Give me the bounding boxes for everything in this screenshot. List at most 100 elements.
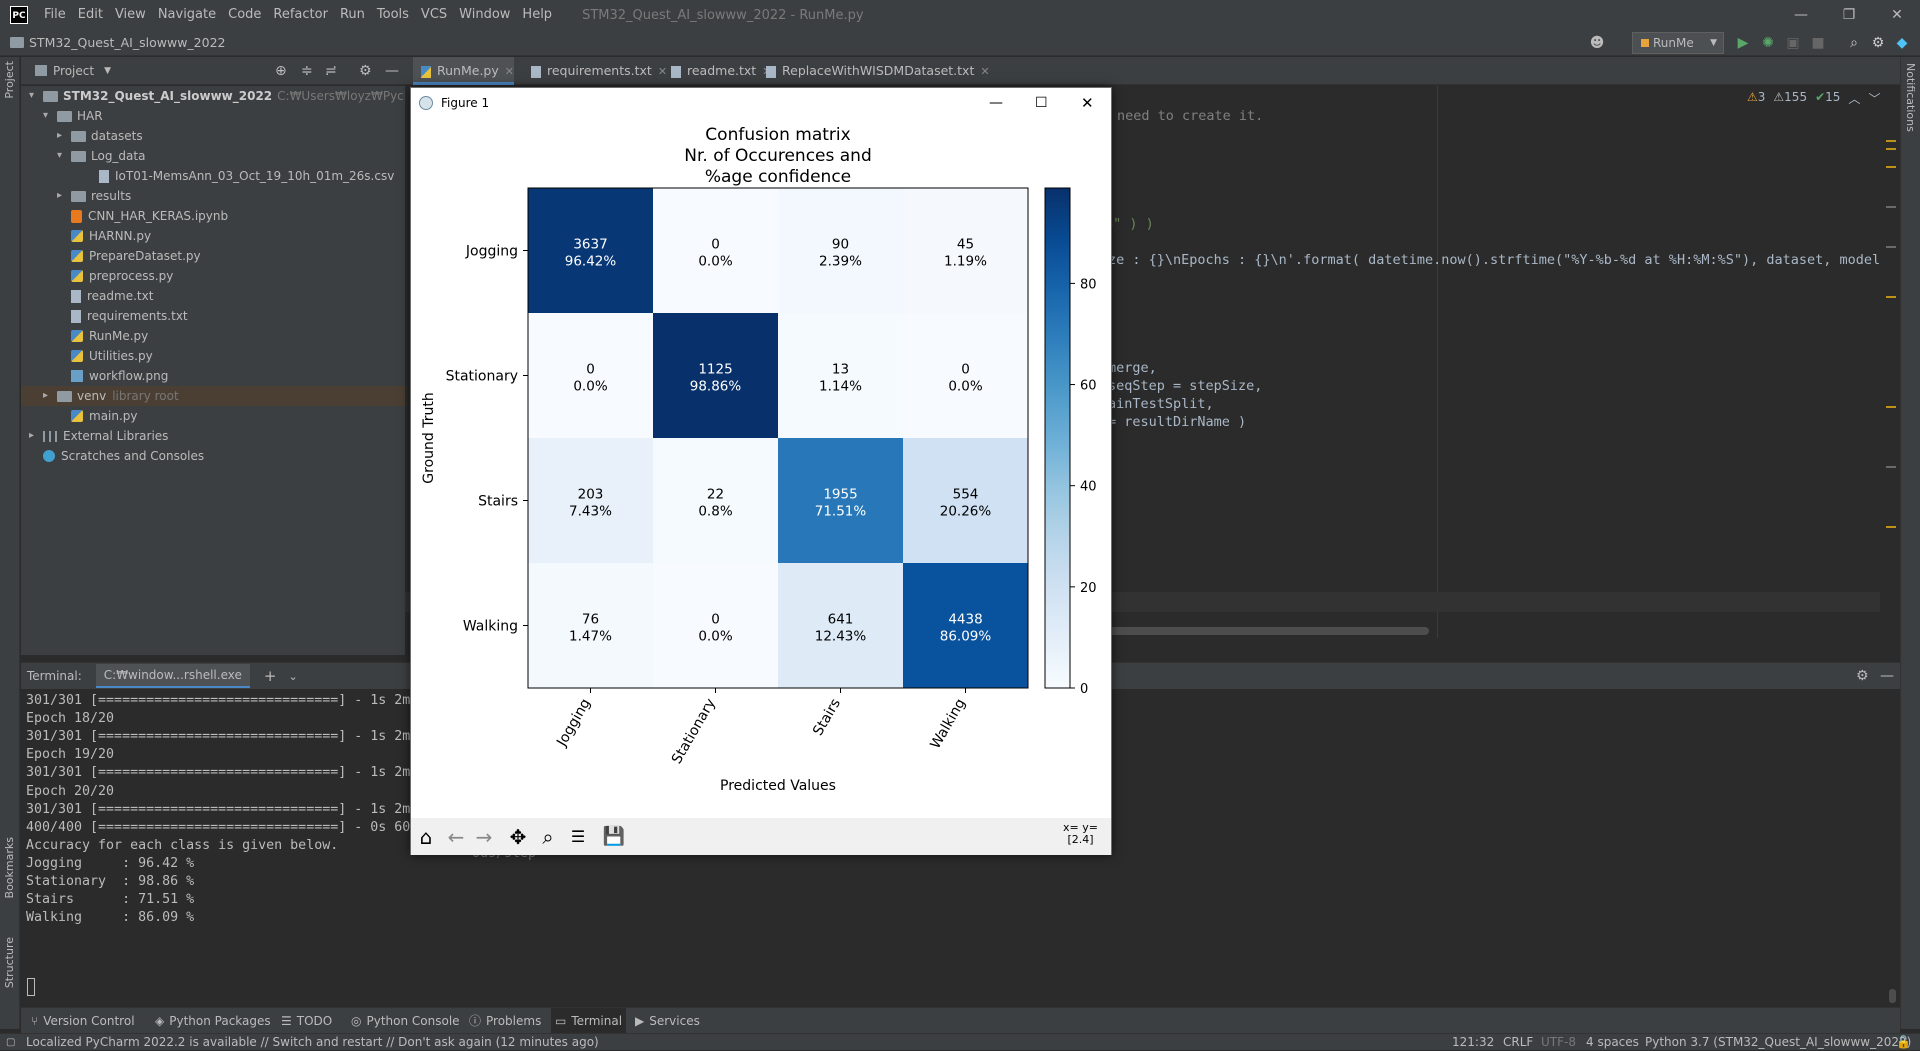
minimize-button[interactable]: — <box>1794 7 1808 23</box>
save-icon[interactable]: 💾 <box>602 826 626 847</box>
tree-item[interactable]: PrepareDataset.py <box>57 246 201 266</box>
tree-item[interactable]: Utilities.py <box>57 346 153 366</box>
tree-root[interactable]: ▾ STM32_Quest_AI_slowww_2022 C:₩Users₩lo… <box>29 86 405 106</box>
editor-tab[interactable]: RunMe.py ✕ <box>413 57 514 85</box>
horizontal-scrollbar[interactable] <box>909 627 1429 635</box>
tree-item[interactable]: ▾ HAR <box>43 106 103 126</box>
terminal-session-tab[interactable]: C:₩window...rshell.exe <box>95 664 250 688</box>
error-count[interactable]: ⚠3 <box>1747 90 1766 104</box>
menu-view[interactable]: View <box>114 7 146 22</box>
tool-window-python-packages[interactable]: ◈ Python Packages <box>155 1008 271 1034</box>
tree-item[interactable]: ▸ results <box>57 186 131 206</box>
chevron-right-icon[interactable]: ▸ <box>29 430 35 441</box>
zoom-icon[interactable]: ⌕ <box>542 825 554 849</box>
tool-window-python-console[interactable]: ◎ Python Console <box>351 1008 460 1034</box>
menu-edit[interactable]: Edit <box>77 7 103 22</box>
tree-item[interactable]: workflow.png <box>57 366 168 386</box>
jetbrains-icon[interactable]: ◆ <box>1896 35 1908 51</box>
project-view-select[interactable]: Project <box>53 63 95 78</box>
chevron-up-icon[interactable]: ︿ <box>1848 92 1861 106</box>
project-tool-tab[interactable]: Project <box>3 61 16 99</box>
tree-item[interactable]: main.py <box>57 406 138 426</box>
tree-item[interactable]: ▾ Log_data <box>57 146 145 166</box>
file-encoding[interactable]: UTF-8 <box>1541 1035 1576 1049</box>
ok-count[interactable]: ✔15 <box>1815 90 1841 104</box>
lock-icon[interactable]: 🔓 <box>1896 1035 1911 1049</box>
tree-item[interactable]: Scratches and Consoles <box>29 446 204 466</box>
settings-icon[interactable]: ⚙ <box>1871 35 1885 51</box>
menu-navigate[interactable]: Navigate <box>157 7 217 22</box>
menu-run[interactable]: Run <box>339 7 365 22</box>
tree-item[interactable]: HARNN.py <box>57 226 151 246</box>
tree-item[interactable]: RunMe.py <box>57 326 148 346</box>
plus-icon[interactable]: + <box>263 667 277 685</box>
stop-icon[interactable]: ■ <box>1811 35 1825 51</box>
tool-window-problems[interactable]: ⓘ Problems <box>469 1008 541 1034</box>
figure-minimize-button[interactable]: — <box>989 95 1003 111</box>
figure-window[interactable]: Figure 1 — ☐ ✕ Confusion matrix Nr. of Oc… <box>410 87 1112 855</box>
tool-window-version-control[interactable]: ⑂ Version Control <box>31 1008 135 1034</box>
chevron-down-icon[interactable]: ⌄ <box>288 669 298 683</box>
figure-close-button[interactable]: ✕ <box>1081 94 1094 112</box>
home-icon[interactable]: ⌂ <box>419 825 433 849</box>
collapse-all-icon[interactable]: ≓ <box>325 62 337 79</box>
menu-tools[interactable]: Tools <box>376 7 409 22</box>
close-tab-icon[interactable]: ✕ <box>657 65 668 78</box>
chevron-down-icon[interactable]: ▼ <box>104 65 111 76</box>
run-icon[interactable]: ▶ <box>1737 35 1749 51</box>
search-icon[interactable]: ⌕ <box>1850 35 1858 51</box>
chevron-right-icon[interactable]: ▸ <box>57 130 63 141</box>
error-stripe[interactable] <box>1880 86 1900 638</box>
python-interpreter[interactable]: Python 3.7 (STM32_Quest_AI_slowww_2022) <box>1645 1035 1912 1049</box>
hide-icon[interactable]: — <box>385 62 399 79</box>
chevron-down-icon[interactable]: ﹀ <box>1868 92 1881 106</box>
breadcrumb-project[interactable]: STM32_Quest_AI_slowww_2022 <box>29 35 226 50</box>
tree-item[interactable]: preprocess.py <box>57 266 173 286</box>
chevron-down-icon[interactable]: ▾ <box>57 150 63 161</box>
tree-item[interactable]: ▸ venv library root <box>21 386 405 406</box>
tree-item[interactable]: readme.txt <box>57 286 153 306</box>
breadcrumb[interactable]: STM32_Quest_AI_slowww_2022 <box>10 35 225 50</box>
editor-tab[interactable]: readme.txt✕ <box>663 57 771 85</box>
hide-icon[interactable]: — <box>1880 668 1894 684</box>
figure-canvas[interactable]: Confusion matrix Nr. of Occurences and %ag… <box>411 118 1111 818</box>
gear-icon[interactable]: ⚙ <box>359 62 372 79</box>
layout-icon[interactable]: ▢ <box>6 1037 16 1048</box>
warning-count[interactable]: ⚠155 <box>1773 90 1808 104</box>
tree-item[interactable]: ▸ External Libraries <box>29 426 168 446</box>
menu-refactor[interactable]: Refactor <box>273 7 328 22</box>
notifications-tool-tab[interactable]: Notifications <box>1904 63 1917 132</box>
user-icon[interactable]: ☻ <box>1589 35 1605 51</box>
maximize-button[interactable]: ❐ <box>1842 7 1856 23</box>
chevron-down-icon[interactable]: ▾ <box>43 110 49 121</box>
menu-file[interactable]: File <box>44 7 66 22</box>
configure-subplots-icon[interactable]: ☰ <box>570 827 586 846</box>
coverage-icon[interactable]: ▣ <box>1786 35 1800 51</box>
indent-setting[interactable]: 4 spaces <box>1586 1035 1639 1049</box>
tree-item[interactable]: CNN_HAR_KERAS.ipynb <box>57 206 228 226</box>
tool-window-terminal[interactable]: ▭ Terminal <box>551 1008 627 1034</box>
editor-tab[interactable]: requirements.txt ✕ <box>523 57 667 85</box>
pan-icon[interactable]: ✥ <box>509 825 527 849</box>
menu-code[interactable]: Code <box>228 7 262 22</box>
structure-tool-tab[interactable]: Structure <box>3 937 16 989</box>
tool-window-todo[interactable]: ☰ TODO <box>281 1008 332 1034</box>
tree-item[interactable]: requirements.txt <box>57 306 188 326</box>
menu-window[interactable]: Window <box>459 7 511 22</box>
vertical-scrollbar[interactable] <box>1889 989 1896 1003</box>
inspection-widget[interactable]: ⚠3 ⚠155 ✔15 ︿ ﹀ <box>1747 90 1880 107</box>
back-icon[interactable]: ← <box>447 825 465 849</box>
chevron-right-icon[interactable]: ▸ <box>43 390 49 401</box>
menu-vcs[interactable]: VCS <box>420 7 448 22</box>
close-tab-icon[interactable]: ✕ <box>504 65 514 78</box>
expand-all-icon[interactable]: ≑ <box>301 62 313 79</box>
editor-tab[interactable]: ReplaceWithWISDMDataset.txt ✕ <box>758 57 990 85</box>
close-button[interactable]: ✕ <box>1891 7 1903 23</box>
tree-item[interactable]: IoT01-MemsAnn_03_Oct_19_10h_01m_26s.csv <box>85 166 394 186</box>
figure-title-bar[interactable]: Figure 1 — ☐ ✕ <box>411 88 1111 118</box>
status-message[interactable]: Localized PyCharm 2022.2 is available //… <box>26 1035 599 1049</box>
tree-item[interactable]: ▸ datasets <box>57 126 143 146</box>
menu-help[interactable]: Help <box>522 7 553 22</box>
line-separator[interactable]: CRLF <box>1503 1035 1534 1049</box>
forward-icon[interactable]: → <box>475 825 493 849</box>
